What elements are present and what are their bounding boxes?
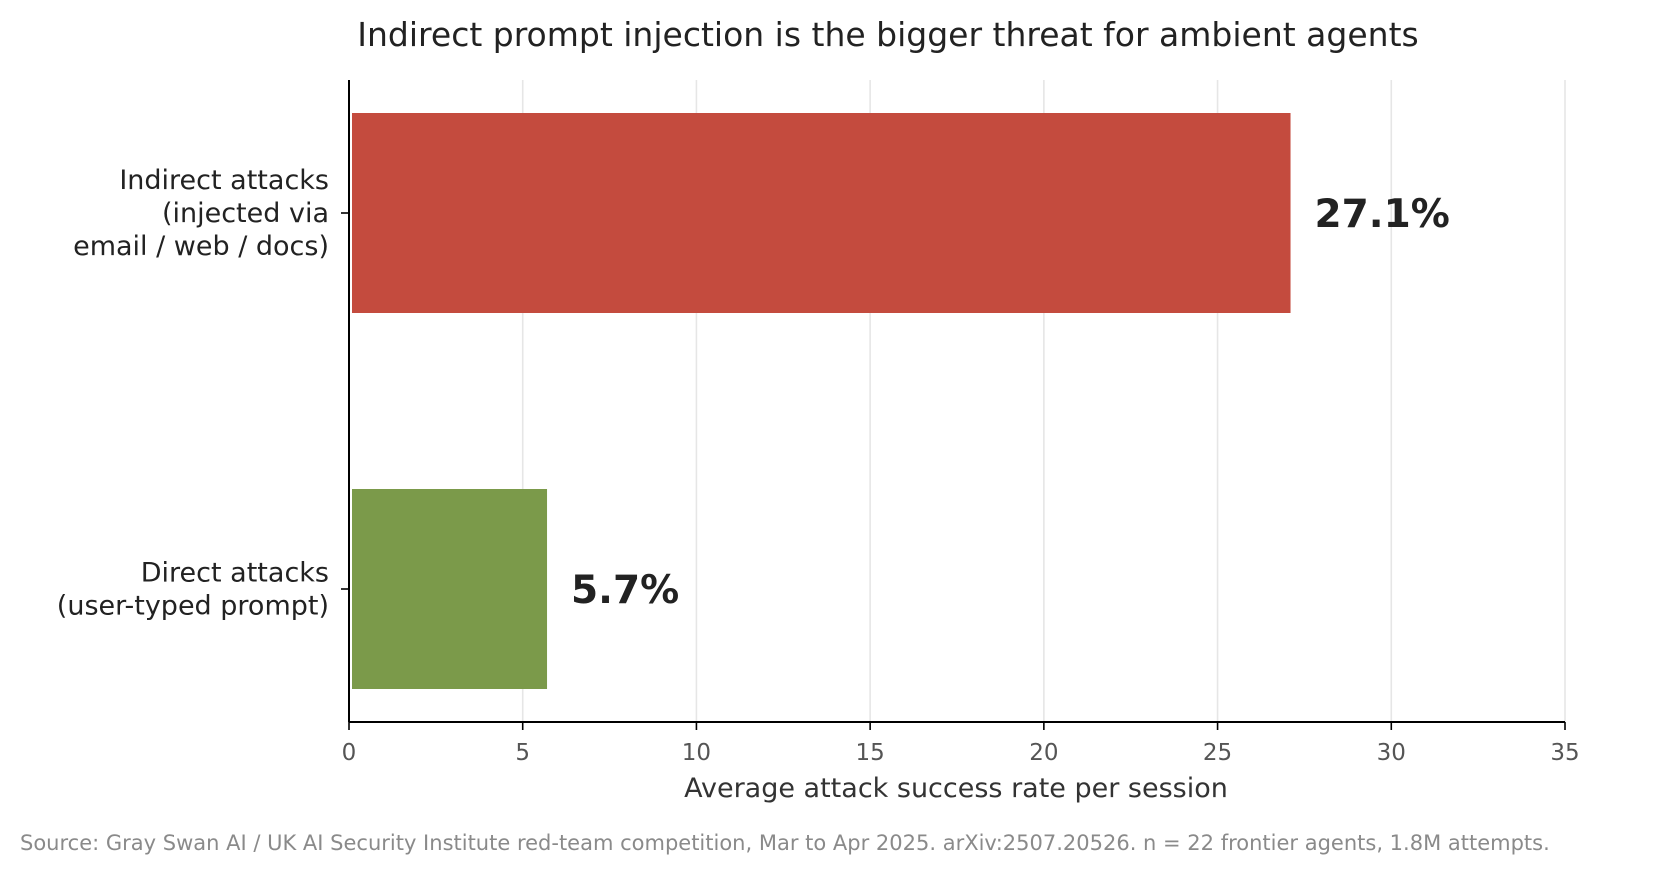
category-label-line: Direct attacks bbox=[141, 558, 329, 589]
x-axis-label: Average attack success rate per session bbox=[684, 773, 1228, 804]
bar bbox=[352, 489, 548, 689]
x-tick-label: 15 bbox=[856, 740, 885, 766]
x-tick-label: 0 bbox=[342, 740, 357, 766]
bars bbox=[352, 113, 1291, 689]
category-label-line: (user-typed prompt) bbox=[57, 591, 329, 622]
category-label: Indirect attacks (injected via email / web… bbox=[73, 165, 329, 262]
category-label-line: (injected via bbox=[162, 198, 329, 229]
x-tick-label: 20 bbox=[1029, 740, 1058, 766]
x-tick-label: 35 bbox=[1550, 740, 1579, 766]
axes bbox=[341, 80, 1566, 730]
bar-value-label: 5.7% bbox=[571, 568, 679, 613]
category-label-line: email / web / docs) bbox=[73, 231, 329, 262]
chart-title: Indirect prompt injection is the bigger … bbox=[357, 15, 1418, 54]
category-label: Direct attacks (user-typed prompt) bbox=[57, 558, 329, 622]
value-labels: 27.1% 5.7% bbox=[571, 192, 1450, 613]
category-label-line: Indirect attacks bbox=[119, 165, 329, 196]
x-tick-labels: 0 5 10 15 20 25 30 35 bbox=[342, 740, 1580, 766]
x-tick-label: 10 bbox=[682, 740, 711, 766]
category-labels: Indirect attacks (injected via email / web… bbox=[57, 165, 329, 622]
bar-value-label: 27.1% bbox=[1315, 192, 1450, 237]
x-tick-label: 5 bbox=[515, 740, 530, 766]
bar bbox=[352, 113, 1291, 313]
source-note: Source: Gray Swan AI / UK AI Security In… bbox=[20, 831, 1550, 855]
x-tick-label: 25 bbox=[1203, 740, 1232, 766]
x-tick-label: 30 bbox=[1377, 740, 1406, 766]
